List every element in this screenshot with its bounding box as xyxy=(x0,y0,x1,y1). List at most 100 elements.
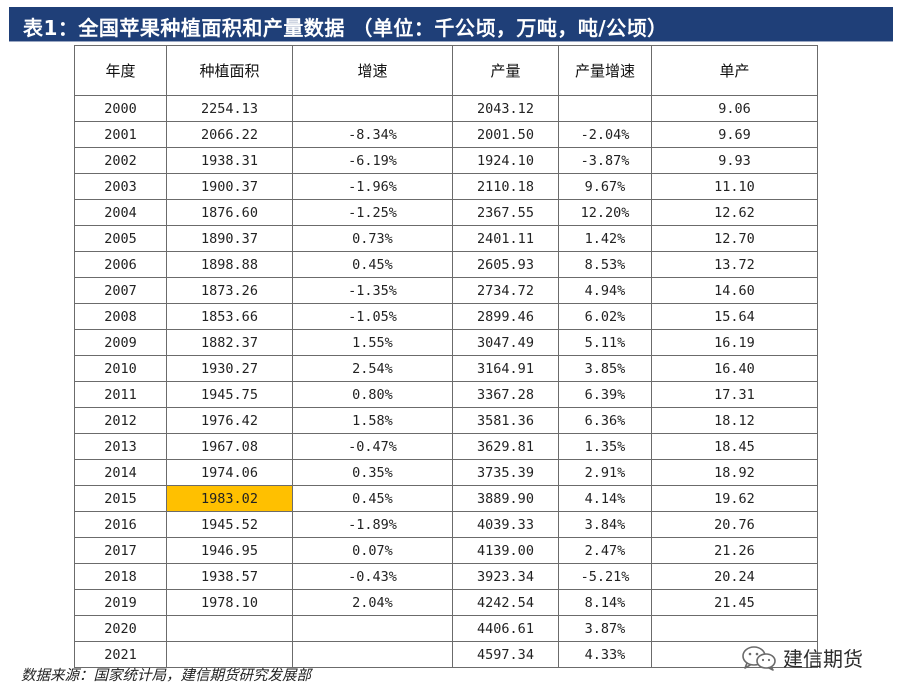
output-cell: 4242.54 xyxy=(452,589,559,616)
output-cell: 3047.49 xyxy=(452,329,559,356)
output-cell: 2110.18 xyxy=(452,173,559,200)
planting-area-cell: 1945.52 xyxy=(166,511,293,538)
yield-cell: 16.19 xyxy=(651,329,818,356)
area-growth-cell: 0.35% xyxy=(292,459,453,486)
header-year: 年度 xyxy=(74,45,167,96)
table-row: 2003 1900.37 -1.96% 2110.18 9.67% 11.10 xyxy=(74,173,818,200)
output-cell: 2734.72 xyxy=(452,277,559,304)
year-cell: 2000 xyxy=(74,95,167,122)
year-cell: 2011 xyxy=(74,381,167,408)
yield-cell: 9.06 xyxy=(651,95,818,122)
planting-area-cell: 1983.02 xyxy=(166,485,293,512)
year-cell: 2001 xyxy=(74,121,167,148)
output-growth-cell: 1.42% xyxy=(558,225,652,252)
year-cell: 2015 xyxy=(74,485,167,512)
output-cell: 4597.34 xyxy=(452,641,559,668)
table-row: 2014 1974.06 0.35% 3735.39 2.91% 18.92 xyxy=(74,459,818,486)
area-growth-cell: -1.05% xyxy=(292,303,453,330)
year-cell: 2016 xyxy=(74,511,167,538)
output-cell: 3164.91 xyxy=(452,355,559,382)
planting-area-cell: 2066.22 xyxy=(166,121,293,148)
area-growth-cell: -6.19% xyxy=(292,147,453,174)
planting-area-cell: 1900.37 xyxy=(166,173,293,200)
area-growth-cell: 2.54% xyxy=(292,355,453,382)
yield-cell: 21.45 xyxy=(651,589,818,616)
planting-area-cell: 1876.60 xyxy=(166,199,293,226)
output-cell: 4139.00 xyxy=(452,537,559,564)
yield-cell: 20.76 xyxy=(651,511,818,538)
output-growth-cell: 2.91% xyxy=(558,459,652,486)
header-planting-area: 种植面积 xyxy=(166,45,293,96)
planting-area-cell: 1978.10 xyxy=(166,589,293,616)
planting-area-cell: 1974.06 xyxy=(166,459,293,486)
year-cell: 2013 xyxy=(74,433,167,460)
area-growth-cell: 0.45% xyxy=(292,485,453,512)
year-cell: 2020 xyxy=(74,615,167,642)
area-growth-cell: 0.80% xyxy=(292,381,453,408)
yield-cell: 18.92 xyxy=(651,459,818,486)
table-row: 2018 1938.57 -0.43% 3923.34 -5.21% 20.24 xyxy=(74,563,818,590)
output-growth-cell: 6.39% xyxy=(558,381,652,408)
header-yield: 单产 xyxy=(651,45,818,96)
planting-area-cell: 1930.27 xyxy=(166,355,293,382)
area-growth-cell: 0.07% xyxy=(292,537,453,564)
output-growth-cell: 1.35% xyxy=(558,433,652,460)
yield-cell: 15.64 xyxy=(651,303,818,330)
header-area-growth: 增速 xyxy=(292,45,453,96)
year-cell: 2019 xyxy=(74,589,167,616)
table-row: 2008 1853.66 -1.05% 2899.46 6.02% 15.64 xyxy=(74,303,818,330)
output-growth-cell: 3.87% xyxy=(558,615,652,642)
table-row: 2005 1890.37 0.73% 2401.11 1.42% 12.70 xyxy=(74,225,818,252)
planting-area-cell: 1873.26 xyxy=(166,277,293,304)
area-growth-cell xyxy=(292,641,453,668)
planting-area-cell: 1945.75 xyxy=(166,381,293,408)
output-cell: 3629.81 xyxy=(452,433,559,460)
output-cell: 2605.93 xyxy=(452,251,559,278)
data-table: 年度 种植面积 增速 产量 产量增速 单产 2000 2254.13 2043.12… xyxy=(74,45,818,668)
brand-text: 建信期货 xyxy=(783,647,863,671)
year-cell: 2014 xyxy=(74,459,167,486)
table-row: 2009 1882.37 1.55% 3047.49 5.11% 16.19 xyxy=(74,329,818,356)
yield-cell xyxy=(651,641,818,668)
output-growth-cell: 2.47% xyxy=(558,537,652,564)
year-cell: 2012 xyxy=(74,407,167,434)
year-cell: 2008 xyxy=(74,303,167,330)
output-growth-cell: 3.85% xyxy=(558,355,652,382)
output-cell: 3889.90 xyxy=(452,485,559,512)
table-row: 2000 2254.13 2043.12 9.06 xyxy=(74,95,818,122)
yield-cell: 21.26 xyxy=(651,537,818,564)
output-cell: 1924.10 xyxy=(452,147,559,174)
year-cell: 2009 xyxy=(74,329,167,356)
table-row: 2013 1967.08 -0.47% 3629.81 1.35% 18.45 xyxy=(74,433,818,460)
output-cell: 2043.12 xyxy=(452,95,559,122)
output-cell: 3367.28 xyxy=(452,381,559,408)
output-growth-cell: 4.14% xyxy=(558,485,652,512)
area-growth-cell: -1.35% xyxy=(292,277,453,304)
area-growth-cell: -1.89% xyxy=(292,511,453,538)
title-divider xyxy=(9,41,893,42)
yield-cell: 20.24 xyxy=(651,563,818,590)
planting-area-cell: 1890.37 xyxy=(166,225,293,252)
area-growth-cell: -1.96% xyxy=(292,173,453,200)
output-cell: 2401.11 xyxy=(452,225,559,252)
output-growth-cell: 8.14% xyxy=(558,589,652,616)
output-cell: 3581.36 xyxy=(452,407,559,434)
table-row: 2011 1945.75 0.80% 3367.28 6.39% 17.31 xyxy=(74,381,818,408)
yield-cell: 11.10 xyxy=(651,173,818,200)
area-growth-cell xyxy=(292,95,453,122)
table-row: 2020 4406.61 3.87% xyxy=(74,615,818,642)
output-cell: 3923.34 xyxy=(452,563,559,590)
planting-area-cell: 1976.42 xyxy=(166,407,293,434)
planting-area-cell xyxy=(166,641,293,668)
area-growth-cell: 2.04% xyxy=(292,589,453,616)
output-cell: 4406.61 xyxy=(452,615,559,642)
area-growth-cell xyxy=(292,615,453,642)
output-growth-cell: 3.84% xyxy=(558,511,652,538)
output-growth-cell xyxy=(558,95,652,122)
year-cell: 2021 xyxy=(74,641,167,668)
table-row: 2017 1946.95 0.07% 4139.00 2.47% 21.26 xyxy=(74,537,818,564)
year-cell: 2006 xyxy=(74,251,167,278)
year-cell: 2007 xyxy=(74,277,167,304)
planting-area-cell: 1882.37 xyxy=(166,329,293,356)
output-growth-cell: 4.33% xyxy=(558,641,652,668)
